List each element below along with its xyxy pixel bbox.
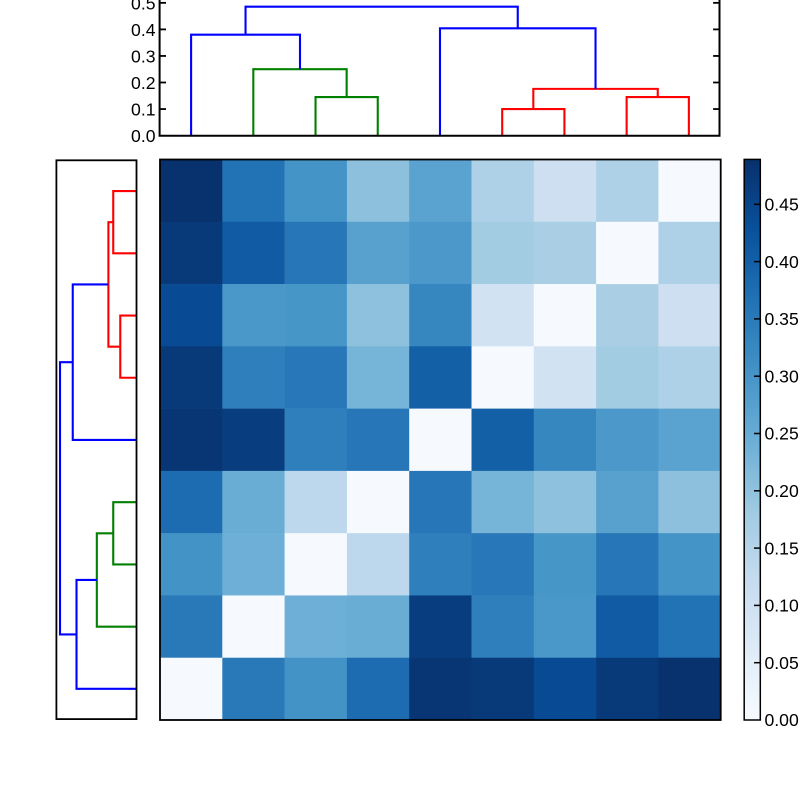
svg-text:0.35: 0.35 — [765, 309, 799, 329]
svg-text:0.05: 0.05 — [765, 653, 799, 673]
svg-text:0.1: 0.1 — [131, 100, 155, 120]
svg-text:0.5: 0.5 — [131, 0, 156, 13]
svg-text:0.20: 0.20 — [765, 481, 799, 501]
svg-text:0.3: 0.3 — [131, 47, 156, 67]
svg-text:0.00: 0.00 — [765, 710, 799, 730]
svg-text:0.40: 0.40 — [765, 252, 799, 272]
svg-text:0.25: 0.25 — [765, 424, 799, 444]
svg-text:0.10: 0.10 — [765, 596, 799, 616]
svg-text:0.2: 0.2 — [131, 73, 155, 93]
svg-text:0.4: 0.4 — [131, 20, 156, 40]
svg-text:0.45: 0.45 — [765, 195, 799, 215]
svg-text:0.15: 0.15 — [765, 538, 799, 558]
svg-text:0.30: 0.30 — [765, 366, 799, 386]
svg-text:0.0: 0.0 — [131, 126, 156, 146]
